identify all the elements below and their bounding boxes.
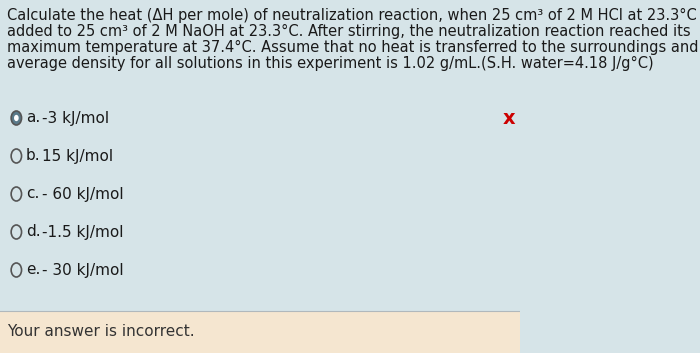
Text: Calculate the heat (ΔH per mole) of neutralization reaction, when 25 cm³ of 2 M : Calculate the heat (ΔH per mole) of neut… (8, 8, 700, 23)
Text: -1.5 kJ/mol: -1.5 kJ/mol (43, 225, 124, 239)
Text: d.: d. (26, 225, 41, 239)
Text: b.: b. (26, 149, 41, 163)
Text: 15 kJ/mol: 15 kJ/mol (43, 149, 113, 163)
Text: Your answer is incorrect.: Your answer is incorrect. (8, 324, 195, 340)
Text: c.: c. (26, 186, 39, 202)
Text: added to 25 cm³ of 2 M NaOH at 23.3°C. After stirring, the neutralization reacti: added to 25 cm³ of 2 M NaOH at 23.3°C. A… (8, 24, 691, 39)
Text: average density for all solutions in this experiment is 1.02 g/mL.(S.H. water=4.: average density for all solutions in thi… (8, 56, 654, 71)
Text: x: x (503, 108, 515, 127)
Text: maximum temperature at 37.4°C. Assume that no heat is transferred to the surroun: maximum temperature at 37.4°C. Assume th… (8, 40, 700, 55)
Text: a.: a. (26, 110, 41, 126)
Text: e.: e. (26, 263, 41, 277)
Text: - 60 kJ/mol: - 60 kJ/mol (43, 186, 124, 202)
FancyBboxPatch shape (0, 311, 520, 353)
Text: - 30 kJ/mol: - 30 kJ/mol (43, 263, 124, 277)
Circle shape (14, 115, 19, 121)
Text: -3 kJ/mol: -3 kJ/mol (43, 110, 109, 126)
Circle shape (11, 111, 22, 125)
